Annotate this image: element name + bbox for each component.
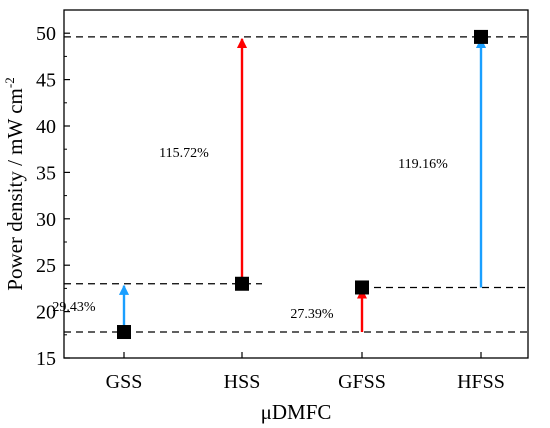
x-tick-label: GFSS — [338, 371, 386, 393]
reference-lines — [64, 36, 528, 333]
percentage-annotation: 27.39% — [290, 307, 334, 322]
y-tick-label: 25 — [36, 255, 56, 277]
y-tick-label: 45 — [36, 70, 56, 92]
y-axis-label: Power density / mW cm-2 — [2, 77, 27, 290]
y-tick-label: 15 — [36, 348, 56, 370]
percentage-annotation: 119.16% — [398, 157, 448, 172]
data-point — [117, 325, 131, 340]
data-point — [474, 29, 488, 44]
x-tick-label: HFSS — [457, 371, 505, 393]
percentage-annotation: 29.43% — [52, 300, 96, 315]
y-tick-label: 35 — [36, 162, 56, 184]
y-tick-label: 40 — [36, 116, 56, 138]
x-tick-label: HSS — [224, 371, 261, 393]
y-tick-label: 20 — [36, 302, 56, 324]
percentage-annotation: 115.72% — [159, 146, 209, 161]
increase-arrows — [118, 37, 487, 333]
data-point — [355, 280, 369, 295]
plot-frame — [63, 9, 529, 359]
percentage-annotations: 29.43% 115.72% 27.39% 119.16% — [52, 146, 448, 322]
y-tick-label: 50 — [36, 23, 56, 45]
y-tick-label: 30 — [36, 209, 56, 231]
data-point — [235, 276, 249, 291]
x-axis-label: μDMFC — [261, 400, 332, 424]
y-axis: 15 20 25 30 35 40 45 50 — [36, 9, 70, 370]
x-axis: GSS HSS GFSS HFSS — [106, 352, 505, 393]
x-tick-label: GSS — [106, 371, 143, 393]
data-markers — [117, 29, 488, 340]
